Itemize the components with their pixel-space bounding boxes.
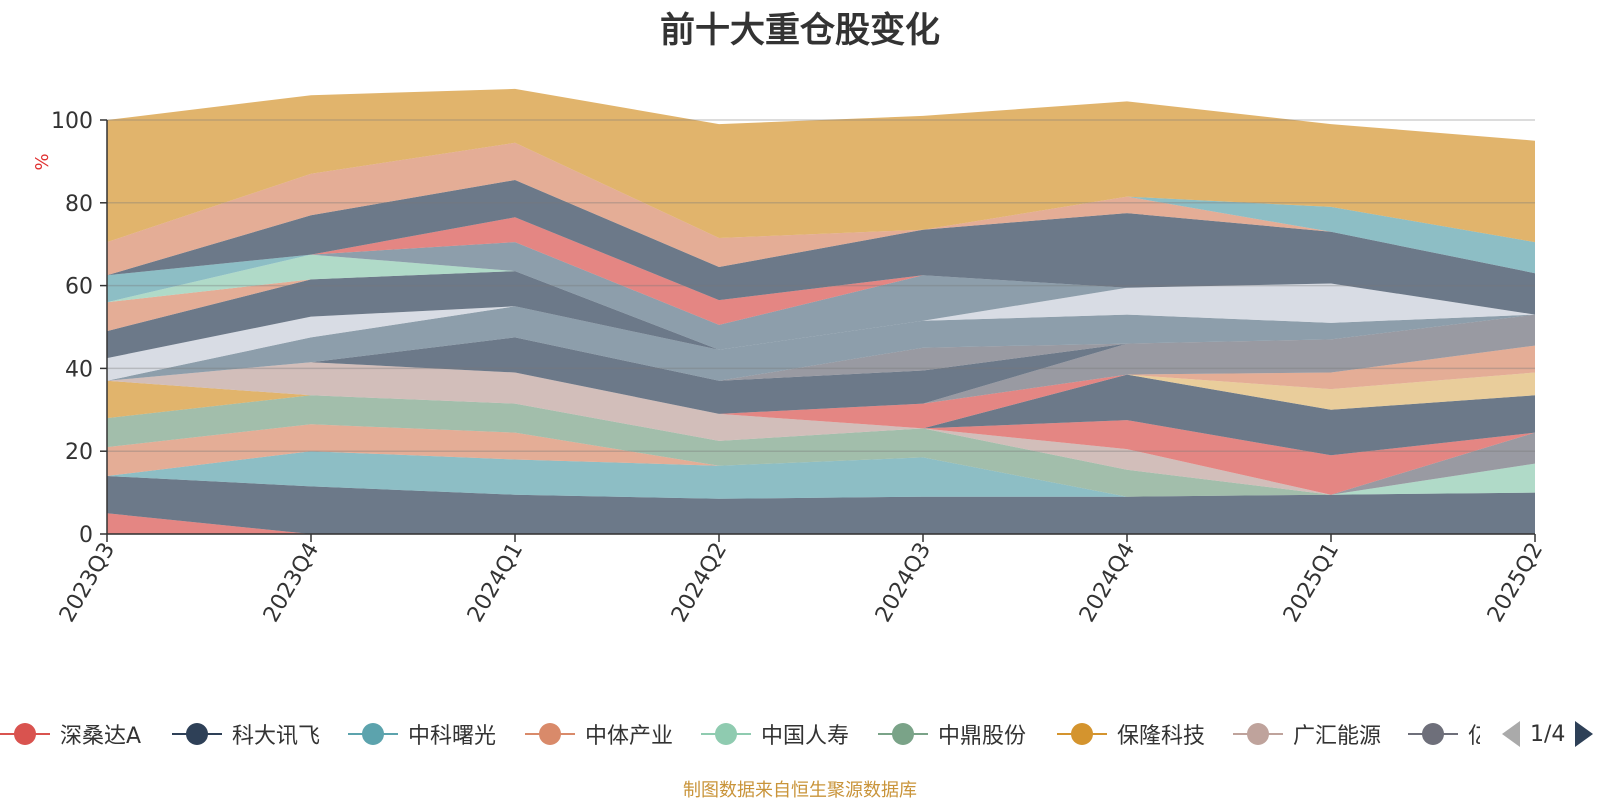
- legend-item[interactable]: 科大讯飞: [172, 710, 320, 758]
- area-series-1: [107, 513, 1535, 534]
- area-series-29: [107, 180, 1535, 315]
- area-series-7: [107, 380, 1535, 495]
- x-tick-label: 2023Q4: [259, 539, 324, 627]
- legend-marker-icon: [1057, 723, 1107, 745]
- legend-next-icon[interactable]: [1573, 719, 1595, 749]
- legend-item-label: 亿: [1468, 724, 1480, 749]
- x-tick-label: 2025Q1: [1279, 539, 1344, 627]
- x-tick-label: 2024Q1: [463, 539, 528, 627]
- legend-item-label: 保隆科技: [1117, 724, 1206, 749]
- x-tick-label: 2023Q3: [55, 539, 120, 627]
- y-axis-label: %: [32, 153, 53, 170]
- legend-item-label: 广汇能源: [1293, 724, 1382, 749]
- area-series-13: [107, 362, 1535, 429]
- legend-item[interactable]: 深桑达A: [0, 710, 141, 758]
- area-series-22: [107, 283, 1535, 381]
- legend-item-label: 科大讯飞: [232, 724, 321, 749]
- y-tick-label: 100: [51, 109, 93, 134]
- legend-pager: 1/4: [1500, 718, 1595, 750]
- source-note: 制图数据来自恒生聚源数据库: [683, 780, 917, 801]
- legend-marker-icon: [1233, 723, 1283, 745]
- area-series-2: [107, 476, 1535, 534]
- x-tick-label: 2025Q2: [1483, 539, 1548, 627]
- y-tick-label: 80: [65, 192, 93, 217]
- legend-marker-icon: [1408, 723, 1458, 745]
- legend-item-label: 中鼎股份: [938, 724, 1027, 749]
- legend-item-label: 中国人寿: [761, 724, 850, 749]
- x-tick-label: 2024Q2: [667, 539, 732, 627]
- area-series-6: [107, 395, 1535, 497]
- area-series-4: [107, 424, 1535, 497]
- area-series-28: [107, 217, 1535, 325]
- legend-item[interactable]: 中体产业: [525, 710, 673, 758]
- legend-marker-icon: [0, 723, 50, 745]
- legend-marker-icon: [348, 723, 398, 745]
- area-series-18: [107, 314, 1535, 414]
- x-tick-label: 2024Q3: [871, 539, 936, 627]
- area-series-5: [107, 424, 1535, 497]
- area-series-20: [107, 314, 1535, 381]
- legend-item-label: 中科曙光: [408, 724, 497, 749]
- legend-item[interactable]: 广汇能源: [1233, 710, 1381, 758]
- y-tick-label: 60: [65, 275, 93, 300]
- chart-title: 前十大重仓股变化: [659, 11, 940, 51]
- legend: 深桑达A 科大讯飞 中科曙光 中体产业 中国人寿 中鼎股份 保隆科技 广汇能源 亿: [0, 710, 1480, 758]
- legend-item[interactable]: 中国人寿: [701, 710, 849, 758]
- legend-item[interactable]: 亿: [1408, 710, 1480, 758]
- legend-item[interactable]: 中鼎股份: [878, 710, 1026, 758]
- area-series-8: [107, 362, 1535, 495]
- area-series-32: [107, 88, 1535, 243]
- area-series-26: [107, 254, 1535, 350]
- area-series-layer: [107, 88, 1535, 534]
- y-tick-label: 40: [65, 357, 93, 382]
- area-series-17: [107, 314, 1535, 414]
- legend-marker-icon: [172, 723, 222, 745]
- y-tick-label: 20: [65, 440, 93, 465]
- chart-plot: 0 20 40 60 80 100 2023Q3 2023Q4 2024Q1 2024Q2 2024…: [32, 88, 1548, 627]
- area-series-12: [107, 362, 1535, 429]
- legend-item-label: 深桑达A: [60, 724, 142, 749]
- legend-prev-icon[interactable]: [1500, 719, 1522, 749]
- legend-page-indicator: 1/4: [1530, 721, 1566, 747]
- legend-marker-icon: [701, 723, 751, 745]
- x-tick-label: 2024Q4: [1075, 539, 1140, 627]
- legend-marker-icon: [525, 723, 575, 745]
- area-series-23: [107, 271, 1535, 359]
- area-series-3: [107, 451, 1535, 499]
- area-series-31: [107, 142, 1535, 274]
- y-tick-label: 0: [79, 523, 93, 548]
- legend-marker-icon: [878, 723, 928, 745]
- legend-item-label: 中体产业: [585, 724, 674, 749]
- area-series-11: [107, 362, 1535, 456]
- area-series-30: [107, 142, 1535, 276]
- area-series-9: [107, 362, 1535, 495]
- area-series-27: [107, 242, 1535, 350]
- area-series-15: [107, 345, 1535, 414]
- area-series-21: [107, 306, 1535, 381]
- legend-item[interactable]: 中科曙光: [348, 710, 496, 758]
- legend-item[interactable]: 保隆科技: [1057, 710, 1205, 758]
